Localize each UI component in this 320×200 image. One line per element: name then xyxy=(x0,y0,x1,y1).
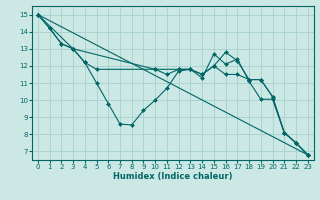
X-axis label: Humidex (Indice chaleur): Humidex (Indice chaleur) xyxy=(113,172,233,181)
